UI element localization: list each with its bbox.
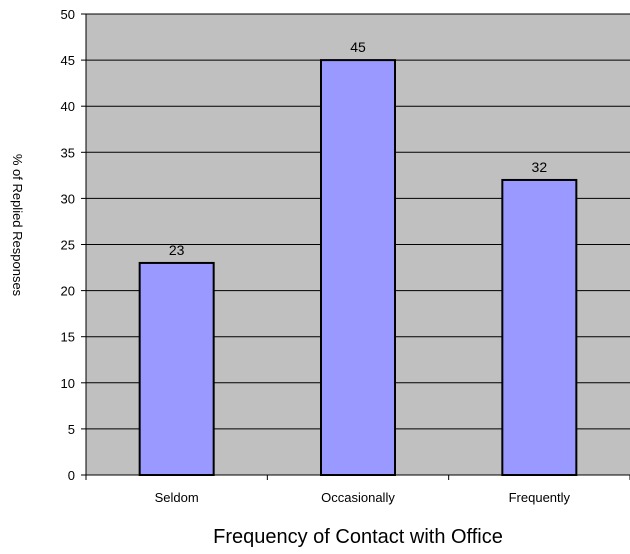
x-tick-label: Frequently [509,490,571,505]
y-tick-label: 50 [61,7,75,22]
bars [138,59,578,477]
y-tick-label: 0 [68,468,75,483]
bar-seldom [138,261,215,476]
y-axis-ticks: 0 5 10 15 20 25 30 35 40 45 50 [61,7,86,483]
y-tick-label: 25 [61,238,75,253]
y-tick-label: 45 [61,53,75,68]
data-labels: 23 45 32 [169,39,547,258]
x-axis-title: Frequency of Contact with Office [213,526,503,548]
data-label: 32 [532,159,548,175]
data-label: 45 [350,39,366,55]
x-axis-ticks: Seldom Occasionally Frequently [85,475,630,505]
x-tick-label: Occasionally [321,490,395,505]
y-tick-label: 20 [61,284,75,299]
x-tick-label: Seldom [155,490,199,505]
y-tick-label: 10 [61,376,75,391]
y-tick-label: 15 [61,330,75,345]
data-label: 23 [169,242,185,258]
y-tick-label: 35 [61,145,75,160]
y-axis-title: % of Replied Responses [10,154,25,297]
y-tick-label: 30 [61,191,75,206]
y-tick-label: 40 [61,99,75,114]
y-tick-label: 5 [68,422,75,437]
bar-frequently [501,178,578,477]
bar-occasionally [320,59,396,476]
